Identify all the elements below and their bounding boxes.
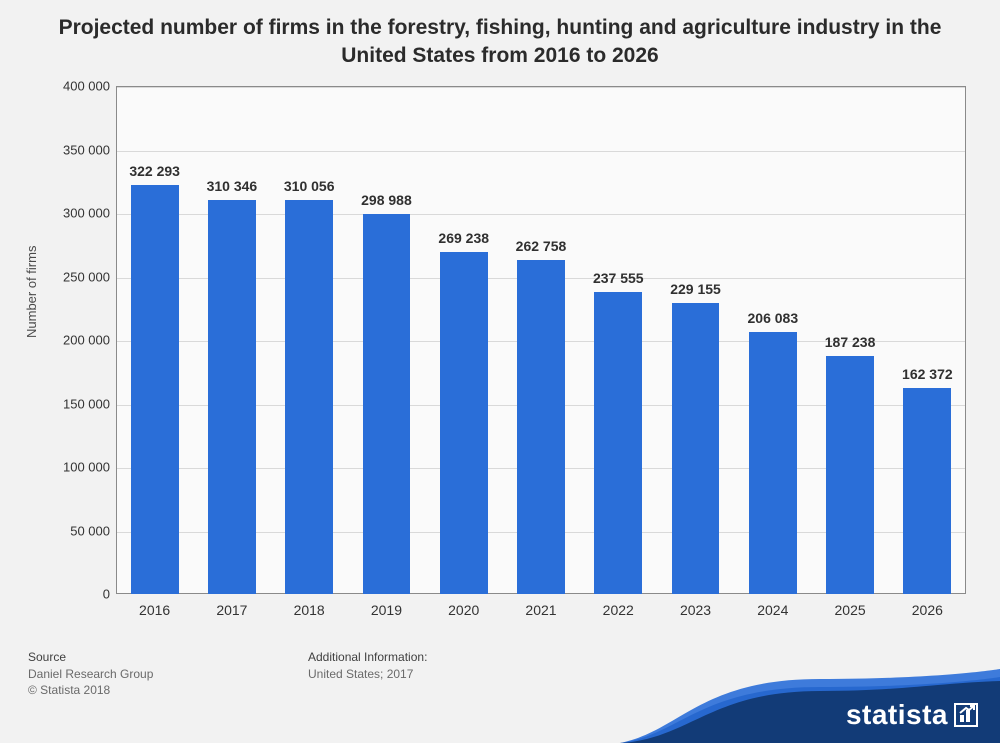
bar-value-label: 237 555 bbox=[593, 270, 644, 286]
bar-group: 229 155 bbox=[672, 86, 720, 594]
x-tick-label: 2026 bbox=[889, 602, 966, 618]
y-tick-label: 100 000 bbox=[30, 460, 110, 475]
x-tick-label: 2017 bbox=[193, 602, 270, 618]
bar-value-label: 310 056 bbox=[284, 178, 335, 194]
bar-group: 298 988 bbox=[363, 86, 411, 594]
bar bbox=[208, 200, 256, 594]
x-tick-label: 2018 bbox=[271, 602, 348, 618]
bar-group: 187 238 bbox=[826, 86, 874, 594]
x-tick-label: 2025 bbox=[811, 602, 888, 618]
bar bbox=[903, 388, 951, 594]
x-tick-label: 2021 bbox=[502, 602, 579, 618]
y-tick-label: 50 000 bbox=[30, 523, 110, 538]
additional-info-line: United States; 2017 bbox=[308, 666, 427, 682]
bar-value-label: 298 988 bbox=[361, 192, 412, 208]
copyright-line: © Statista 2018 bbox=[28, 682, 153, 698]
bar bbox=[285, 200, 333, 594]
bar bbox=[594, 292, 642, 594]
source-heading: Source bbox=[28, 650, 153, 664]
additional-info-block: Additional Information: United States; 2… bbox=[308, 650, 427, 682]
statista-logo-text: statista bbox=[846, 699, 978, 731]
bar-value-label: 206 083 bbox=[748, 310, 799, 326]
bar-group: 310 346 bbox=[208, 86, 256, 594]
y-tick-label: 400 000 bbox=[30, 79, 110, 94]
bar-group: 162 372 bbox=[903, 86, 951, 594]
bar-group: 206 083 bbox=[749, 86, 797, 594]
x-tick-label: 2019 bbox=[348, 602, 425, 618]
y-tick-label: 0 bbox=[30, 587, 110, 602]
statista-wordmark: statista bbox=[846, 699, 948, 731]
source-line: Daniel Research Group bbox=[28, 666, 153, 682]
bar-group: 269 238 bbox=[440, 86, 488, 594]
chart-container: Number of firms 322 293310 346310 056298… bbox=[28, 78, 972, 640]
bar-group: 237 555 bbox=[594, 86, 642, 594]
x-tick-label: 2020 bbox=[425, 602, 502, 618]
x-tick-label: 2022 bbox=[580, 602, 657, 618]
x-tick-label: 2024 bbox=[734, 602, 811, 618]
bar-value-label: 262 758 bbox=[516, 238, 567, 254]
bar bbox=[440, 252, 488, 594]
bar-value-label: 310 346 bbox=[207, 178, 258, 194]
bar bbox=[672, 303, 720, 594]
additional-info-heading: Additional Information: bbox=[308, 650, 427, 664]
y-tick-label: 200 000 bbox=[30, 333, 110, 348]
page-root: Projected number of firms in the forestr… bbox=[0, 0, 1000, 743]
bar bbox=[131, 185, 179, 594]
y-tick-label: 350 000 bbox=[30, 142, 110, 157]
y-tick-label: 250 000 bbox=[30, 269, 110, 284]
bar-value-label: 269 238 bbox=[438, 230, 489, 246]
statista-logo: statista bbox=[620, 665, 1000, 743]
bars-layer: 322 293 310 346 310 056 298 988 269 238 262 7… bbox=[116, 86, 966, 594]
y-tick-label: 150 000 bbox=[30, 396, 110, 411]
bar-value-label: 322 293 bbox=[129, 163, 180, 179]
y-axis-label: Number of firms bbox=[24, 246, 39, 338]
bar-value-label: 187 238 bbox=[825, 334, 876, 350]
x-tick-label: 2016 bbox=[116, 602, 193, 618]
x-tick-label: 2023 bbox=[657, 602, 734, 618]
bar-value-label: 162 372 bbox=[902, 366, 953, 382]
bar-group: 262 758 bbox=[517, 86, 565, 594]
bar bbox=[749, 332, 797, 594]
bar bbox=[826, 356, 874, 594]
bar-group: 322 293 bbox=[131, 86, 179, 594]
bar-group: 310 056 bbox=[285, 86, 333, 594]
y-tick-label: 300 000 bbox=[30, 206, 110, 221]
statista-mark-icon bbox=[954, 703, 978, 727]
bar bbox=[517, 260, 565, 594]
bar-value-label: 229 155 bbox=[670, 281, 721, 297]
bar bbox=[363, 214, 411, 594]
source-block: Source Daniel Research Group © Statista … bbox=[28, 650, 153, 698]
chart-title: Projected number of firms in the forestr… bbox=[0, 0, 1000, 77]
